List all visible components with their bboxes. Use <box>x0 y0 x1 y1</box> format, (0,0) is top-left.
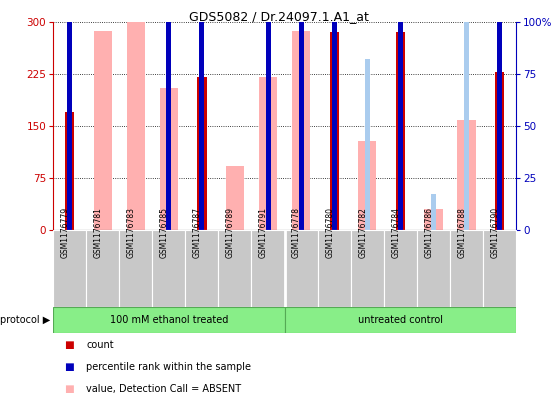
Text: GSM1176786: GSM1176786 <box>425 207 434 258</box>
Bar <box>285 230 318 307</box>
Bar <box>351 230 384 307</box>
Text: GSM1176791: GSM1176791 <box>259 207 268 258</box>
Text: GSM1176783: GSM1176783 <box>127 207 136 258</box>
Text: GDS5082 / Dr.24097.1.A1_at: GDS5082 / Dr.24097.1.A1_at <box>189 10 369 23</box>
Bar <box>119 230 152 307</box>
Bar <box>94 31 112 230</box>
Text: GSM1176785: GSM1176785 <box>160 207 169 258</box>
Text: GSM1176787: GSM1176787 <box>193 207 202 258</box>
Bar <box>318 230 351 307</box>
Bar <box>226 166 244 230</box>
Bar <box>458 120 475 230</box>
Text: GSM1176782: GSM1176782 <box>358 207 367 258</box>
Bar <box>65 112 74 230</box>
Bar <box>331 0 336 230</box>
Bar <box>396 32 405 230</box>
Bar <box>450 230 483 307</box>
Bar <box>53 307 285 333</box>
Bar <box>424 209 442 230</box>
Text: GSM1176788: GSM1176788 <box>458 207 466 258</box>
Text: GSM1176789: GSM1176789 <box>226 207 235 258</box>
Bar <box>185 230 218 307</box>
Text: percentile rank within the sample: percentile rank within the sample <box>86 362 252 372</box>
Text: ■: ■ <box>64 384 74 393</box>
Bar <box>299 0 304 230</box>
Text: ■: ■ <box>64 362 74 372</box>
Bar <box>160 88 178 230</box>
Bar <box>417 230 450 307</box>
Bar <box>127 2 145 230</box>
Text: GSM1176784: GSM1176784 <box>391 207 400 258</box>
Bar <box>197 77 206 230</box>
Bar <box>365 59 370 230</box>
Bar <box>464 0 469 230</box>
Bar <box>292 31 310 230</box>
Text: untreated control: untreated control <box>358 315 443 325</box>
Text: count: count <box>86 340 114 350</box>
Bar <box>152 230 185 307</box>
Text: value, Detection Call = ABSENT: value, Detection Call = ABSENT <box>86 384 242 393</box>
Bar <box>330 32 339 230</box>
Text: 100 mM ethanol treated: 100 mM ethanol treated <box>109 315 228 325</box>
Text: GSM1176779: GSM1176779 <box>61 207 70 258</box>
Bar <box>218 230 252 307</box>
Bar <box>266 0 271 230</box>
Bar <box>86 230 119 307</box>
Bar <box>431 195 436 230</box>
Text: ■: ■ <box>64 340 74 350</box>
Bar <box>497 0 502 230</box>
Bar <box>166 0 171 230</box>
Bar <box>252 230 285 307</box>
Bar <box>53 230 86 307</box>
Bar <box>483 230 516 307</box>
Bar <box>259 77 277 230</box>
Text: GSM1176790: GSM1176790 <box>490 207 499 258</box>
Bar <box>67 0 72 230</box>
Text: GSM1176780: GSM1176780 <box>325 207 334 258</box>
Bar <box>495 72 504 230</box>
Bar <box>358 141 377 230</box>
Bar <box>285 307 516 333</box>
Bar <box>199 0 204 230</box>
Bar <box>398 0 403 230</box>
Bar <box>384 230 417 307</box>
Text: GSM1176778: GSM1176778 <box>292 207 301 258</box>
Text: protocol ▶: protocol ▶ <box>0 315 50 325</box>
Text: GSM1176781: GSM1176781 <box>94 207 103 258</box>
